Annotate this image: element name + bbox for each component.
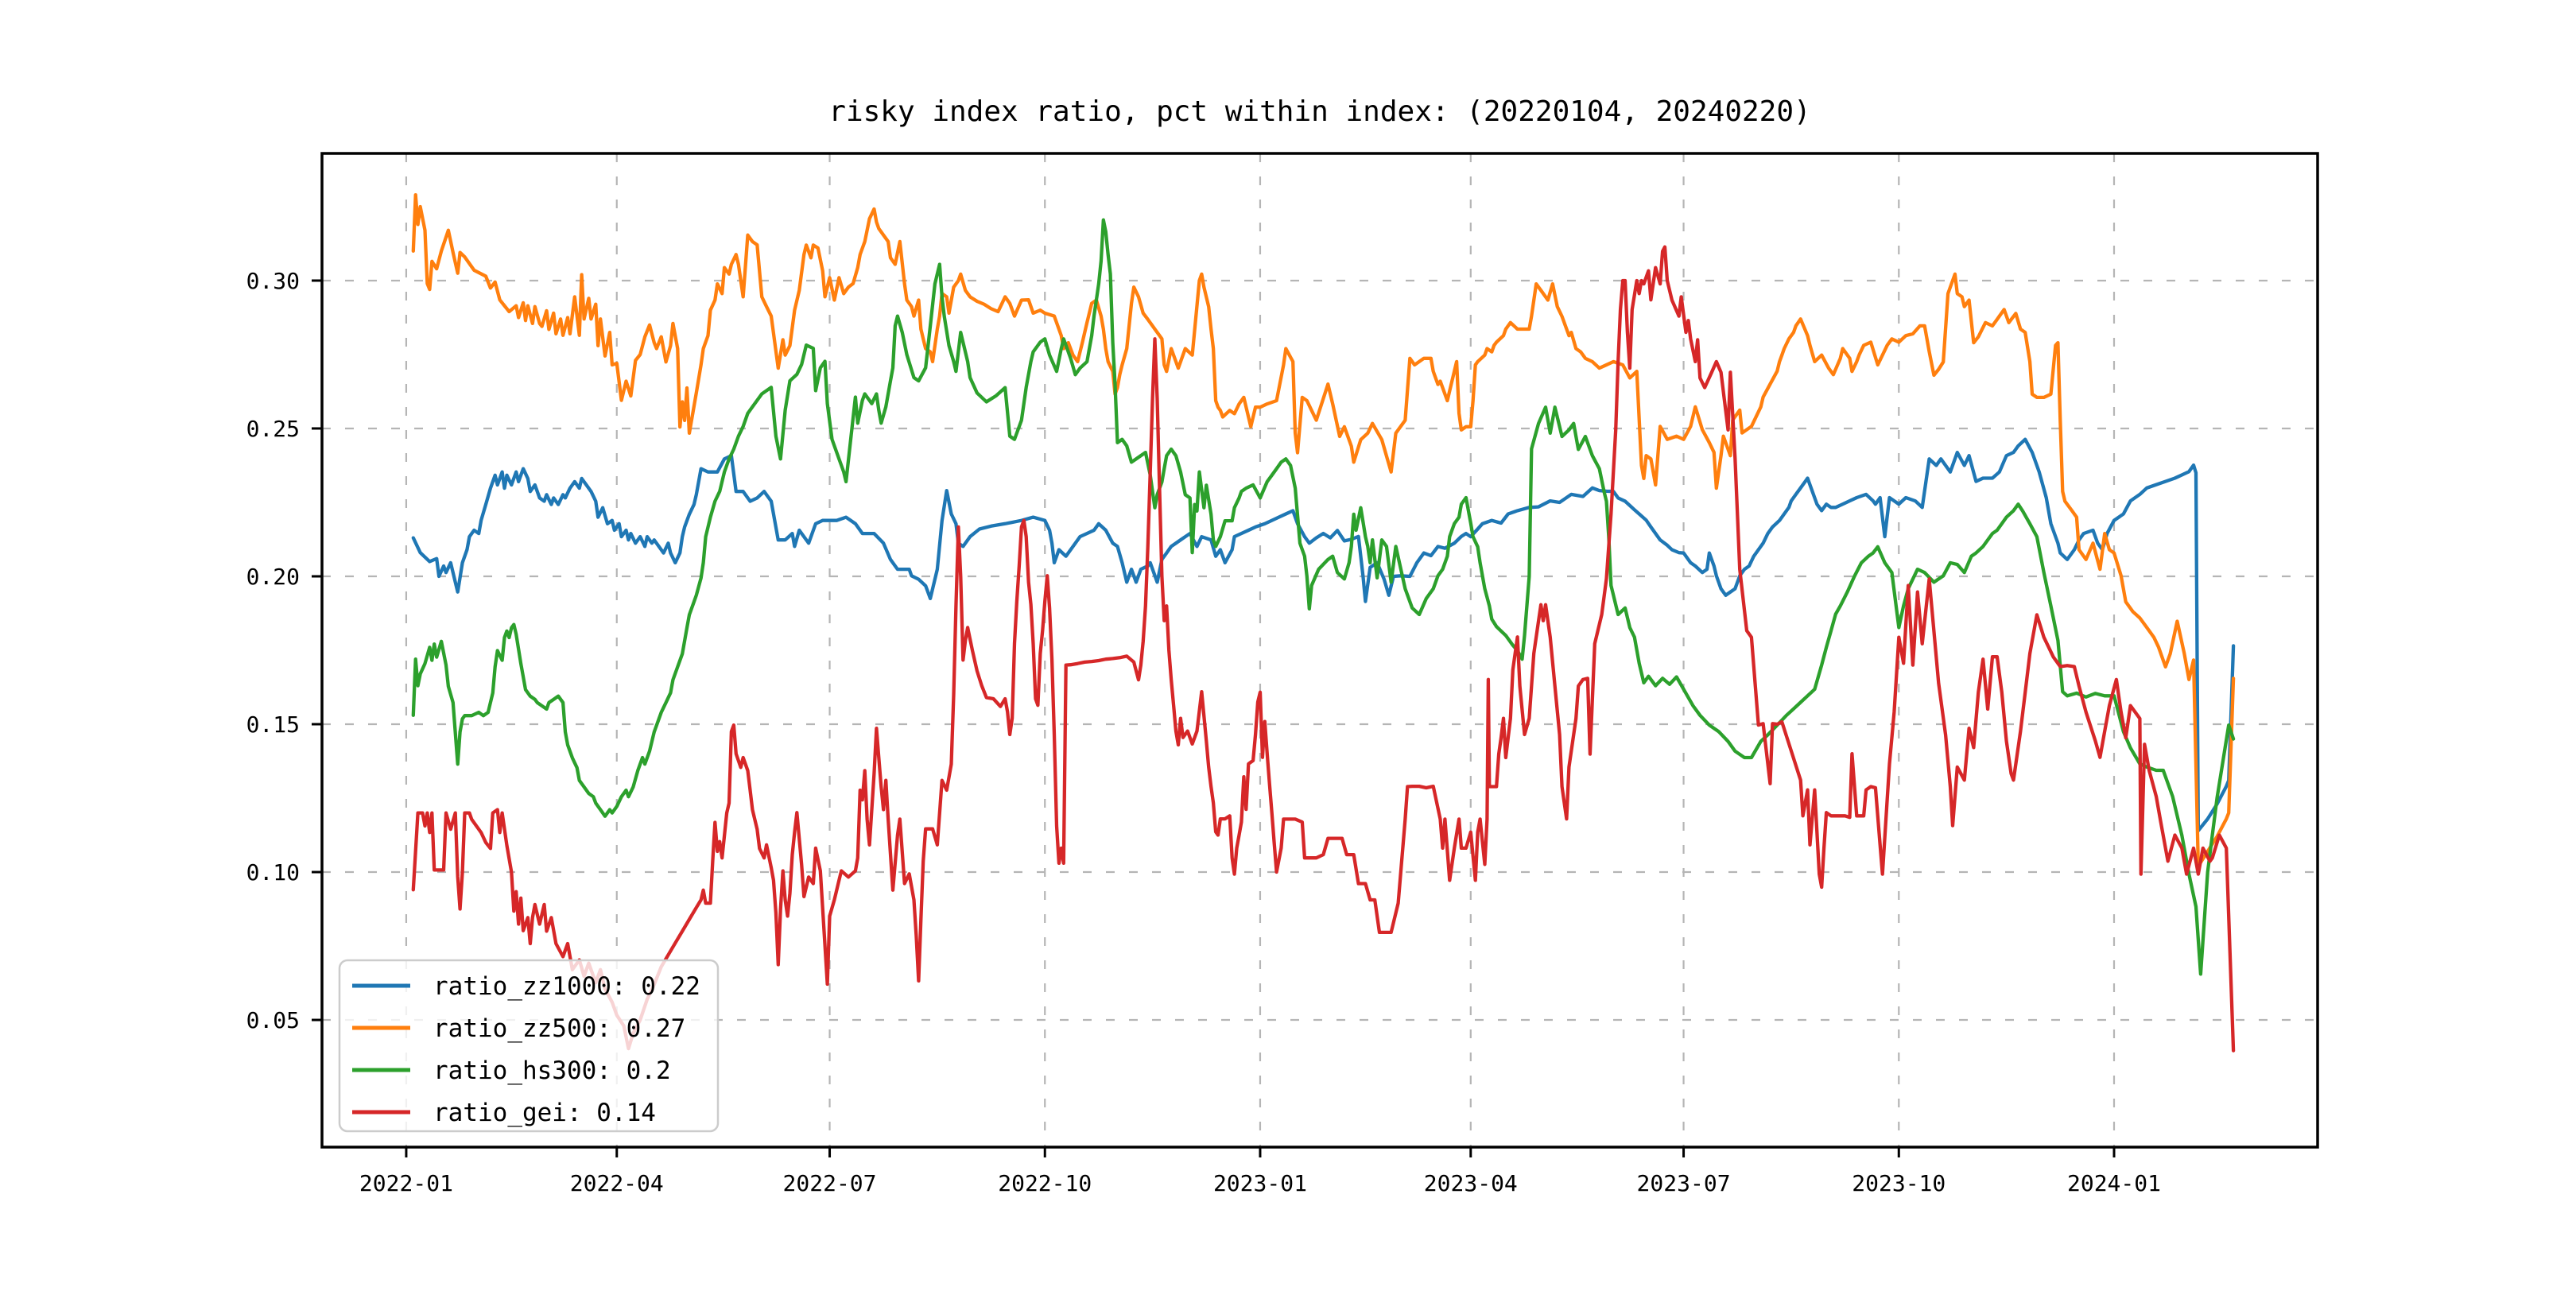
chart-title: risky index ratio, pct within index: (20…: [828, 95, 1810, 128]
series-line-ratio_hs300: [411, 218, 2236, 976]
legend-item-ratio_gei: ratio_gei: 0.14: [352, 1099, 656, 1127]
plot-border: [320, 152, 2319, 1149]
x-tick-label-2022-10: 2022-10: [998, 1170, 1092, 1196]
x-tick-label-2023-01: 2023-01: [1213, 1170, 1307, 1196]
x-tick-label-2023-07: 2023-07: [1637, 1170, 1731, 1196]
legend-label-ratio_gei: ratio_gei: 0.14: [433, 1099, 656, 1127]
series-line-ratio_zz1000: [411, 437, 2236, 833]
y-tick-label-0.30: 0.30: [246, 268, 300, 294]
x-tick-label-2023-10: 2023-10: [1852, 1170, 1946, 1196]
x-tick-label-2022-01: 2022-01: [359, 1170, 453, 1196]
series-line-ratio_gei: [411, 245, 2236, 1053]
tick-labels: 2022-01 2022-04 2022-07 2022-10 2023-01 2023-…: [246, 268, 2161, 1196]
x-tick-label-2023-04: 2023-04: [1424, 1170, 1518, 1196]
x-tick-label-2022-04: 2022-04: [570, 1170, 664, 1196]
legend-item-ratio_zz1000: ratio_zz1000: 0.22: [352, 972, 700, 1001]
series-line-ratio_zz500: [411, 192, 2236, 868]
axes: [312, 152, 2319, 1157]
y-tick-label-0.20: 0.20: [246, 564, 300, 590]
legend-box: ratio_zz1000: 0.22 ratio_zz500: 0.27 rat…: [338, 959, 720, 1133]
y-tick-label-0.25: 0.25: [246, 416, 300, 442]
legend-label-ratio_hs300: ratio_hs300: 0.2: [433, 1056, 671, 1085]
legend-item-ratio_hs300: ratio_hs300: 0.2: [352, 1056, 671, 1085]
legend-label-ratio_zz500: ratio_zz500: 0.27: [433, 1014, 685, 1043]
x-tick-label-2022-07: 2022-07: [783, 1170, 877, 1196]
x-tick-label-2024-01: 2024-01: [2067, 1170, 2161, 1196]
legend-frame: [338, 959, 720, 1133]
y-tick-label-0.15: 0.15: [246, 711, 300, 738]
legend-label-ratio_zz1000: ratio_zz1000: 0.22: [433, 972, 700, 1001]
y-tick-label-0.10: 0.10: [246, 859, 300, 886]
y-tick-label-0.05: 0.05: [246, 1007, 300, 1033]
legend-item-ratio_zz500: ratio_zz500: 0.27: [352, 1014, 685, 1043]
series-lines: [411, 192, 2236, 1053]
